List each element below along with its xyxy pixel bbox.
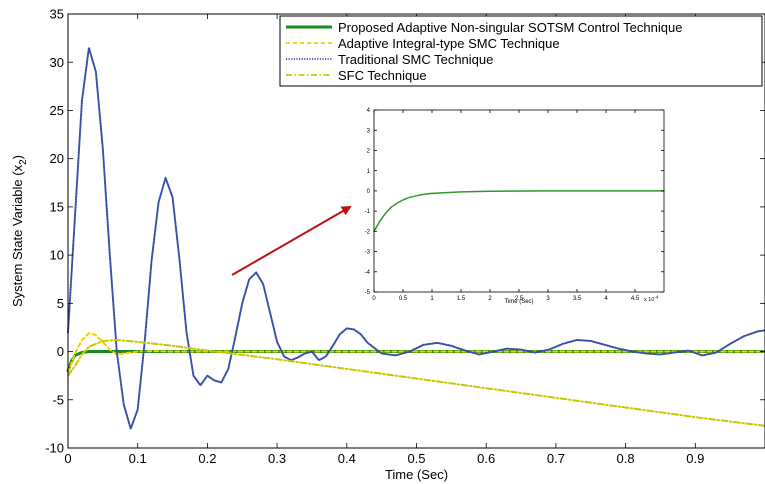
y-axis-label: System State Variable (x2) bbox=[10, 155, 29, 307]
x-tick-label: 2 bbox=[488, 296, 492, 302]
y-tick-label: -4 bbox=[365, 270, 371, 276]
x-tick-label: 0.5 bbox=[407, 451, 425, 466]
x-tick-label: 0.1 bbox=[129, 451, 147, 466]
x-tick-label: 0 bbox=[372, 296, 376, 302]
series-line-2 bbox=[67, 332, 765, 374]
legend-label-1: Proposed Adaptive Non-singular SOTSM Con… bbox=[338, 20, 682, 35]
legend-label-3: Traditional SMC Technique bbox=[338, 52, 493, 67]
x-tick-label: 0.5 bbox=[399, 296, 408, 302]
series-line-4 bbox=[67, 338, 765, 427]
y-tick-label: 0 bbox=[57, 344, 64, 359]
x-tick-label: 0 bbox=[64, 451, 71, 466]
y-tick-label: 5 bbox=[57, 296, 64, 311]
series-line-1 bbox=[373, 190, 665, 233]
x-tick-label: 2.5 bbox=[515, 296, 524, 302]
x-tick-label: 0.8 bbox=[617, 451, 635, 466]
x-axis-label: Time (Sec) bbox=[504, 299, 533, 305]
y-tick-label: 0 bbox=[367, 189, 371, 195]
x-tick-label: 3.5 bbox=[573, 296, 582, 302]
x-tick-label: 0.9 bbox=[686, 451, 704, 466]
zoom-arrow bbox=[231, 206, 352, 276]
legend-label-2: Adaptive Integral-type SMC Technique bbox=[338, 36, 560, 51]
x-tick-label: 0.2 bbox=[198, 451, 216, 466]
y-tick-label: -5 bbox=[365, 290, 371, 296]
y-tick-label: 2 bbox=[367, 149, 371, 155]
x-tick-label: 4 bbox=[604, 296, 608, 302]
legend-label-4: SFC Technique bbox=[338, 68, 427, 83]
y-tick-label: 25 bbox=[50, 103, 64, 118]
x-tick-label: 0.7 bbox=[547, 451, 565, 466]
y-tick-label: 30 bbox=[50, 55, 64, 70]
x-tick-label: 0.6 bbox=[477, 451, 495, 466]
x-tick-label: 4.5 bbox=[631, 296, 640, 302]
y-tick-label: 15 bbox=[50, 199, 64, 214]
x-tick-label: 1 bbox=[430, 296, 434, 302]
series-line-3 bbox=[67, 46, 765, 430]
x-tick-label: 0.3 bbox=[268, 451, 286, 466]
x-tick-label: 0.4 bbox=[338, 451, 356, 466]
plot-area bbox=[374, 110, 664, 292]
x-tick-label: 1.5 bbox=[457, 296, 466, 302]
y-tick-label: -5 bbox=[52, 392, 64, 407]
legend-box bbox=[279, 15, 763, 87]
y-tick-label: -3 bbox=[365, 250, 371, 256]
y-tick-label: -2 bbox=[365, 229, 371, 235]
inset-chart: 0 0.5 1 1.5 2 2.5 3 3.5 4 4.5 -5 -4 -3 -2 -1 0 1 2 3 4 Time … bbox=[357, 100, 675, 318]
x-tick-label: 3 bbox=[546, 296, 550, 302]
y-tick-label: 4 bbox=[367, 108, 371, 114]
y-tick-label: 1 bbox=[367, 169, 371, 175]
y-tick-label: -1 bbox=[365, 209, 371, 215]
series-line-1 bbox=[66, 350, 765, 373]
y-tick-label: 3 bbox=[367, 128, 371, 134]
chart-legend: Proposed Adaptive Non-singular SOTSM Con… bbox=[279, 15, 763, 87]
y-tick-label: 35 bbox=[50, 7, 64, 22]
x-axis-label: Time (Sec) bbox=[385, 467, 448, 482]
inset-x-multiplier: x 10-4 bbox=[644, 295, 659, 304]
y-tick-label: -10 bbox=[45, 441, 64, 456]
y-tick-label: 10 bbox=[50, 248, 64, 263]
y-tick-label: 20 bbox=[50, 151, 64, 166]
